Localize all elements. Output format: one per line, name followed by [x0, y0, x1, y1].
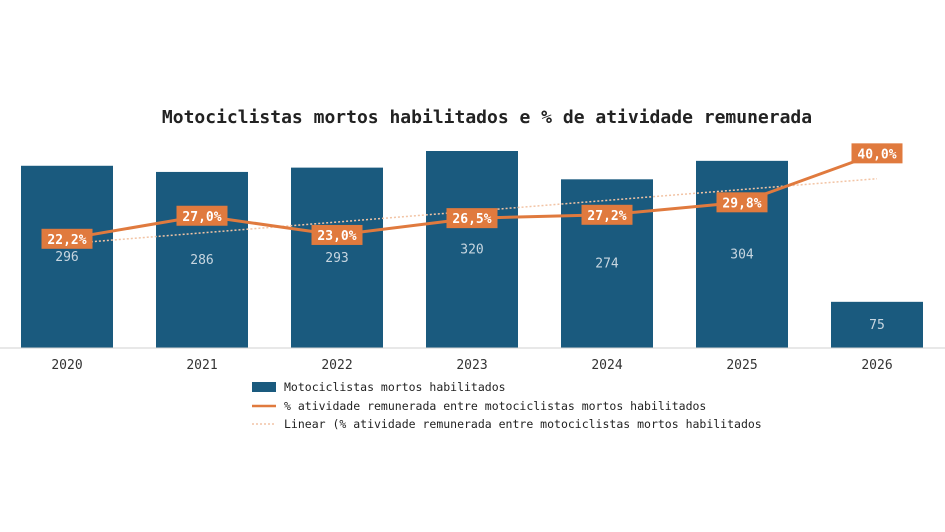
bar-value-label: 274 [595, 257, 619, 272]
percent-label-box [581, 204, 633, 225]
percent-label: 26,5% [452, 212, 491, 227]
x-tick-label: 2025 [726, 358, 757, 373]
bar-2026 [831, 301, 923, 348]
legend-label-line: % atividade remunerada entre motociclist… [284, 399, 706, 413]
percent-label: 23,0% [317, 229, 356, 244]
bar-2023 [426, 151, 518, 348]
legend: Motociclistas mortos habilitados % ativi… [252, 380, 762, 431]
percent-label: 22,2% [47, 233, 86, 248]
x-tick-label: 2020 [51, 358, 82, 373]
percent-label: 27,0% [182, 210, 221, 225]
bar-2022 [291, 167, 383, 348]
percent-label: 40,0% [857, 147, 896, 162]
x-tick-label: 2023 [456, 358, 487, 373]
legend-label-bars: Motociclistas mortos habilitados [284, 380, 506, 394]
percent-label-box [851, 143, 903, 164]
percent-labels: 22,2% 27,0% 23,0% 26,5% 27,2% 29,8% 40,0% [41, 143, 903, 249]
bar-value-label: 320 [460, 243, 483, 258]
bar-value-label: 286 [190, 253, 213, 268]
percent-label-box [446, 208, 498, 229]
x-tick-label: 2022 [321, 358, 352, 373]
percent-label: 29,8% [722, 196, 761, 211]
percent-label-box [41, 228, 93, 249]
chart-title: Motociclistas mortos habilitados e % de … [162, 107, 812, 128]
percent-label-box [716, 192, 768, 213]
x-tick-label: 2026 [861, 358, 892, 373]
bar-series: 296 286 293 320 274 304 75 [21, 151, 923, 348]
percent-label: 27,2% [587, 209, 626, 224]
x-tick-label: 2021 [186, 358, 217, 373]
legend-label-trend: Linear (% atividade remunerada entre mot… [284, 417, 762, 431]
trendline [66, 177, 878, 245]
legend-swatch-bars [252, 382, 276, 392]
percent-label-box [176, 205, 228, 226]
bar-value-label: 75 [869, 318, 885, 333]
bar-value-label: 293 [325, 251, 348, 266]
bar-value-label: 296 [55, 250, 78, 265]
x-tick-label: 2024 [591, 358, 622, 373]
x-axis-ticks: 2020 2021 2022 2023 2024 2025 2026 [51, 358, 892, 373]
bar-2021 [156, 171, 248, 348]
bar-2020 [21, 165, 113, 348]
bar-value-label: 304 [730, 247, 754, 262]
percent-label-box [311, 224, 363, 245]
